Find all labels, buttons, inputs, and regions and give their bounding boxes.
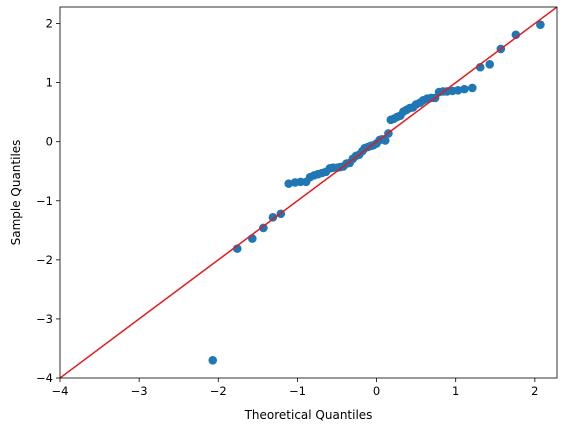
data-point (259, 223, 268, 233)
data-point (468, 83, 477, 93)
y-tick-label: −1 (36, 194, 53, 208)
data-point (208, 355, 218, 365)
reference-line (60, 7, 557, 378)
y-tick-label: −2 (36, 253, 53, 267)
x-axis-label: Theoretical Quantiles (244, 408, 373, 422)
axes-frame (59, 6, 558, 379)
y-tick-label: −3 (36, 312, 53, 326)
x-tick-label: 0 (373, 384, 380, 398)
y-tick-label: 1 (46, 76, 53, 90)
x-tick-label: −2 (210, 384, 227, 398)
y-axis-label: Sample Quantiles (9, 140, 23, 246)
y-axis-ticks: −4 −3 −2 −1 0 1 2 (36, 17, 60, 385)
data-point (485, 60, 495, 69)
x-tick-label: −3 (131, 384, 148, 398)
x-axis-ticks: −4 −3 −2 −1 0 1 2 (52, 378, 539, 398)
data-point (248, 234, 257, 243)
y-tick-label: 0 (46, 135, 53, 149)
data-point (268, 213, 278, 222)
plot-area (60, 7, 557, 378)
x-tick-label: −1 (289, 384, 306, 398)
y-tick-label: 2 (46, 17, 53, 31)
data-point (536, 20, 545, 30)
data-point (380, 136, 390, 145)
x-tick-label: 1 (452, 384, 459, 398)
x-tick-label: −4 (52, 384, 69, 398)
data-point (460, 84, 469, 94)
x-tick-label: 2 (531, 384, 538, 398)
y-tick-label: −4 (36, 371, 53, 385)
